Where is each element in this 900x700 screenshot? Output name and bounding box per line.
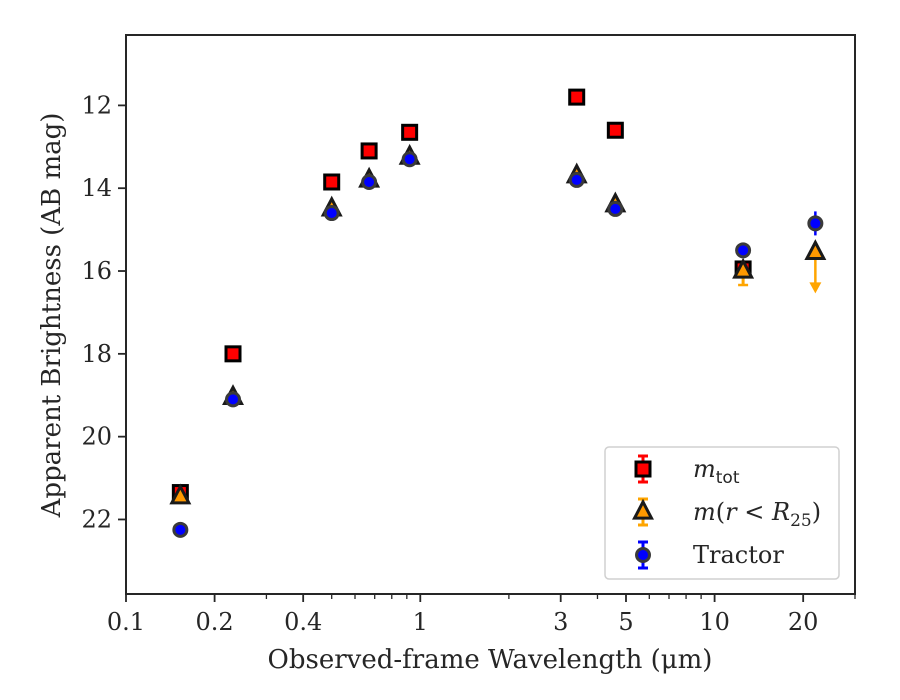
legend-entry-tractor: Tractor [635, 540, 784, 570]
point-mr25 [732, 257, 755, 279]
legend-label-tractor: Tractor [693, 541, 784, 569]
point-tractor [401, 151, 418, 168]
x-tick-label: 20 [788, 608, 819, 636]
legend-label-mtot: mtot [693, 455, 740, 488]
point-mr25 [169, 483, 192, 505]
x-tick-label: 0.2 [196, 608, 234, 636]
y-tick-label: 18 [81, 340, 112, 368]
legend-marker-mtot [634, 460, 652, 478]
point-mtot [323, 173, 341, 191]
point-tractor [807, 215, 824, 232]
point-tractor [323, 205, 340, 222]
axes-layer: 0.1 0.2 0.4 1 3 5 10 20 12 14 16 18 20 22 [81, 34, 856, 636]
x-tick-label: 3 [553, 608, 568, 636]
y-tick-label: 14 [81, 174, 112, 202]
point-tractor [568, 171, 585, 188]
point-mtot [401, 123, 419, 141]
point-tractor [735, 242, 752, 259]
x-tick-label: 10 [699, 608, 730, 636]
x-tick-label: 1 [413, 608, 428, 636]
point-tractor [172, 521, 189, 538]
legend: mtot m(r < R25) Tractor [604, 446, 840, 580]
y-tick-label: 16 [81, 257, 112, 285]
point-mr25 [804, 239, 827, 261]
x-tick-label: 5 [618, 608, 633, 636]
legend-label-mr25: m(r < R25) [693, 498, 821, 531]
point-mtot [224, 345, 242, 363]
x-tick-label: 0.4 [284, 608, 322, 636]
y-tick-label: 22 [81, 505, 112, 533]
x-tick-label: 0.1 [107, 608, 145, 636]
x-axis-label: Observed-frame Wavelength (μm) [268, 645, 713, 675]
legend-marker-tractor [635, 547, 651, 563]
legend-marker-mr25 [632, 498, 654, 520]
legend-entry-mtot: mtot [634, 454, 740, 488]
y-axis-label: Apparent Brightness (AB mag) [37, 113, 67, 519]
y-tick-label: 20 [81, 423, 112, 451]
point-mtot [360, 142, 378, 160]
plot-frame [125, 34, 856, 595]
legend-entry-mr25: m(r < R25) [632, 497, 821, 531]
point-tractor [225, 391, 242, 408]
y-tick-label: 12 [81, 91, 112, 119]
point-mtot [606, 121, 624, 139]
upper-limit-head [809, 282, 822, 294]
point-tractor [361, 173, 378, 190]
marks-layer [169, 88, 827, 538]
point-tractor [607, 200, 624, 217]
legend-frame [604, 446, 840, 580]
point-mtot [568, 88, 586, 106]
